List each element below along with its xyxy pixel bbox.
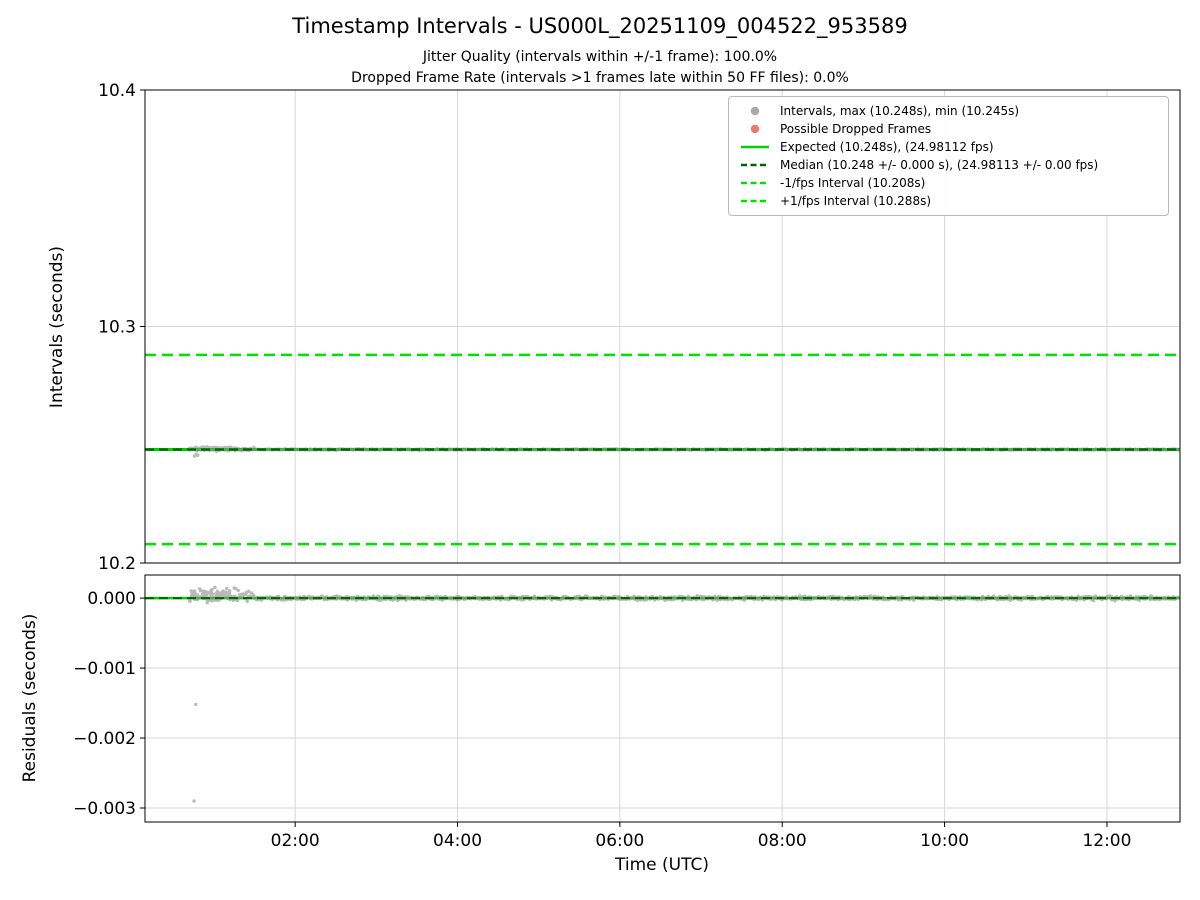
legend-entry: Intervals, max (10.248s), min (10.245s) xyxy=(738,104,1159,118)
legend-entry: Median (10.248 +/- 0.000 s), (24.98113 +… xyxy=(738,158,1159,172)
intervals-plot: 10.4 10.3 10.2 xyxy=(98,81,1181,574)
x-tick-label: 02:00 xyxy=(271,831,320,851)
residuals-plot: 0.000 −0.001 −0.002 −0.003 02:00 04:00 06:00 08… xyxy=(73,574,1181,851)
y-tick-label: 10.2 xyxy=(98,554,136,574)
x-axis-label-time-utc: Time (UTC) xyxy=(615,855,709,875)
x-tick-label: 04:00 xyxy=(433,831,482,851)
x-tick-label: 08:00 xyxy=(758,831,807,851)
axes-spine xyxy=(144,574,1181,823)
chart-subtitle-dropped-frame-rate: Dropped Frame Rate (intervals >1 frames … xyxy=(351,70,849,86)
legend-line-marker-icon xyxy=(741,145,769,149)
y-tick-label: −0.003 xyxy=(73,799,136,819)
y-tick-label: 0.000 xyxy=(87,589,136,609)
legend-dot-marker-icon xyxy=(750,106,760,116)
chart-subtitle-jitter-quality: Jitter Quality (intervals within +/-1 fr… xyxy=(422,49,778,65)
x-tick-label: 12:00 xyxy=(1082,831,1131,851)
y-axis-label-residuals: Residuals (seconds) xyxy=(20,613,40,783)
legend-entry: Possible Dropped Frames xyxy=(738,122,1159,136)
intervals-scatter-points xyxy=(187,445,1180,458)
legend-line-marker-icon xyxy=(741,163,769,167)
residuals-scatter-points xyxy=(188,585,1180,803)
legend-entry: +1/fps Interval (10.288s) xyxy=(738,194,1159,208)
y-tick-label: 10.4 xyxy=(98,81,136,101)
legend-entry-label: -1/fps Interval (10.208s) xyxy=(780,176,926,190)
y-tick-label: −0.002 xyxy=(73,729,136,749)
legend-entry-label: Intervals, max (10.248s), min (10.245s) xyxy=(780,104,1020,118)
legend-entry-label: Possible Dropped Frames xyxy=(780,122,932,136)
legend: Intervals, max (10.248s), min (10.245s) P… xyxy=(728,96,1169,216)
x-tick-label: 10:00 xyxy=(920,831,969,851)
legend-line-marker-icon xyxy=(741,181,769,185)
x-tick-label: 06:00 xyxy=(595,831,644,851)
chart-title: Timestamp Intervals - US000L_20251109_00… xyxy=(292,14,908,38)
legend-line-marker-icon xyxy=(741,199,769,203)
legend-entry: Expected (10.248s), (24.98112 fps) xyxy=(738,140,1159,154)
y-tick-label: 10.3 xyxy=(98,318,136,338)
y-tick-label: −0.001 xyxy=(73,659,136,679)
y-axis-label-intervals: Intervals (seconds) xyxy=(47,245,67,409)
legend-dot-marker-icon xyxy=(750,124,760,134)
legend-entry-label: Expected (10.248s), (24.98112 fps) xyxy=(780,140,994,154)
legend-entry-label: Median (10.248 +/- 0.000 s), (24.98113 +… xyxy=(780,158,1099,172)
legend-entry: -1/fps Interval (10.208s) xyxy=(738,176,1159,190)
legend-entry-label: +1/fps Interval (10.288s) xyxy=(780,194,932,208)
